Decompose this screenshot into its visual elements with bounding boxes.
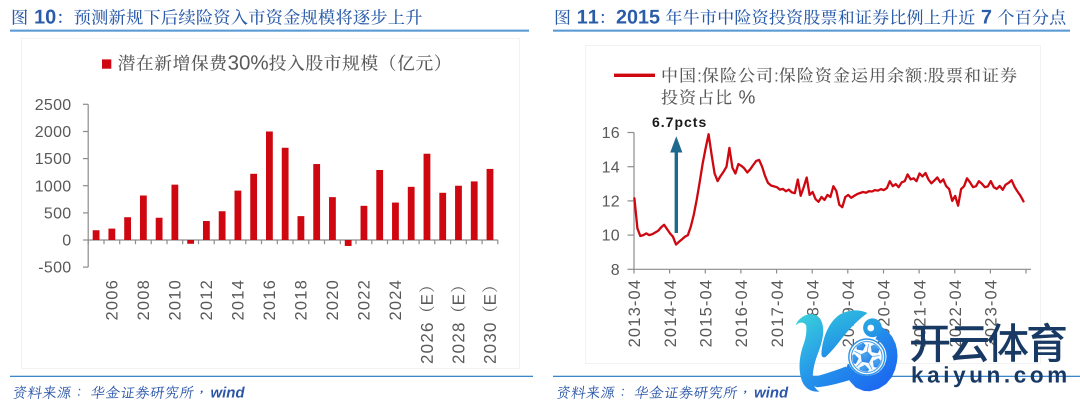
svg-text:2008: 2008: [135, 279, 153, 321]
svg-text:6.7pcts: 6.7pcts: [652, 114, 707, 130]
svg-text:500: 500: [44, 206, 72, 223]
svg-text:2022: 2022: [356, 279, 374, 321]
svg-text:2013-04: 2013-04: [626, 279, 644, 348]
svg-text:2000: 2000: [35, 124, 72, 141]
svg-text:-500: -500: [38, 260, 71, 277]
svg-text:1500: 1500: [35, 151, 72, 168]
svg-text:2022-04: 2022-04: [947, 279, 965, 348]
svg-text:2016-04: 2016-04: [733, 279, 751, 348]
svg-text:2014: 2014: [230, 279, 248, 321]
svg-text:0: 0: [62, 233, 71, 250]
svg-text:2012: 2012: [198, 279, 216, 321]
svg-text:12: 12: [602, 194, 620, 211]
svg-text:14: 14: [602, 159, 620, 176]
svg-text:2006: 2006: [104, 279, 122, 321]
svg-text:2015-04: 2015-04: [698, 279, 716, 348]
svg-text:1000: 1000: [35, 178, 72, 195]
svg-text:2018: 2018: [293, 279, 311, 321]
svg-text:2017-04: 2017-04: [769, 279, 787, 348]
svg-text:2020: 2020: [324, 279, 342, 321]
svg-text:2021-04: 2021-04: [911, 279, 929, 348]
svg-text:2010: 2010: [167, 279, 185, 321]
svg-text:2014-04: 2014-04: [662, 279, 680, 348]
svg-text:10: 10: [602, 228, 620, 245]
svg-text:2016: 2016: [261, 279, 279, 321]
svg-text:2024: 2024: [387, 279, 405, 321]
svg-text:16: 16: [602, 125, 620, 142]
svg-text:8: 8: [611, 262, 620, 279]
svg-text:2500: 2500: [35, 97, 72, 114]
